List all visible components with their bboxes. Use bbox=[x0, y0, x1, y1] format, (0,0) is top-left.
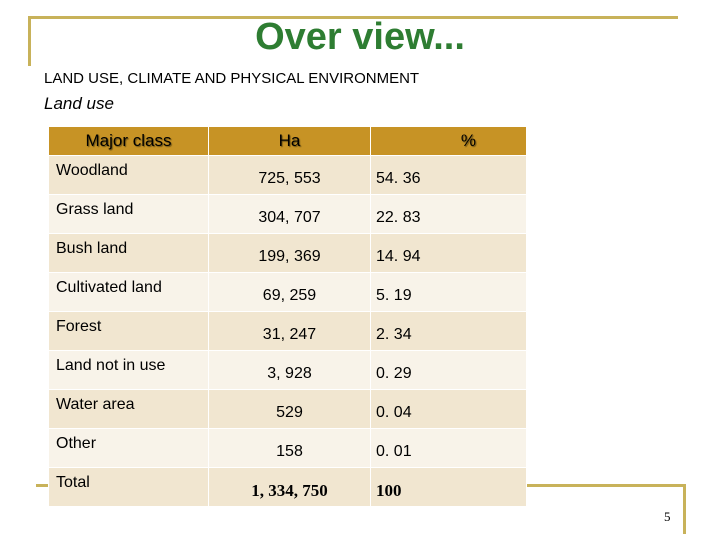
frame-right-line bbox=[683, 484, 686, 534]
cell-major-class: Forest bbox=[48, 311, 209, 351]
cell-major-class: Other bbox=[48, 428, 209, 468]
table-row: Other 158 0. 01 bbox=[48, 428, 527, 468]
cell-major-class: Grass land bbox=[48, 194, 209, 234]
table-row-total: Total 1, 334, 750 100 bbox=[48, 467, 527, 507]
cell-ha: 304, 707 bbox=[208, 194, 371, 234]
header-percent: % bbox=[370, 126, 527, 156]
frame-left-line bbox=[28, 16, 31, 66]
table-header-row: Major class Ha % bbox=[48, 126, 527, 156]
cell-percent: 100 bbox=[370, 467, 527, 507]
cell-ha: 529 bbox=[208, 389, 371, 429]
cell-percent: 2. 34 bbox=[370, 311, 527, 351]
cell-major-class: Land not in use bbox=[48, 350, 209, 390]
cell-ha: 31, 247 bbox=[208, 311, 371, 351]
cell-ha: 199, 369 bbox=[208, 233, 371, 273]
cell-percent: 54. 36 bbox=[370, 155, 527, 195]
header-ha: Ha bbox=[208, 126, 371, 156]
cell-major-class: Woodland bbox=[48, 155, 209, 195]
table-row: Cultivated land 69, 259 5. 19 bbox=[48, 272, 527, 312]
land-use-table: Major class Ha % Woodland 725, 553 54. 3… bbox=[48, 126, 527, 507]
table-row: Water area 529 0. 04 bbox=[48, 389, 527, 429]
cell-major-class: Water area bbox=[48, 389, 209, 429]
table-row: Bush land 199, 369 14. 94 bbox=[48, 233, 527, 273]
cell-ha: 725, 553 bbox=[208, 155, 371, 195]
table-row: Forest 31, 247 2. 34 bbox=[48, 311, 527, 351]
table-row: Woodland 725, 553 54. 36 bbox=[48, 155, 527, 195]
cell-percent: 5. 19 bbox=[370, 272, 527, 312]
cell-major-class: Total bbox=[48, 467, 209, 507]
slide-subtitle: LAND USE, CLIMATE AND PHYSICAL ENVIRONME… bbox=[44, 70, 420, 87]
cell-percent: 0. 01 bbox=[370, 428, 527, 468]
section-heading: Land use bbox=[44, 94, 114, 113]
cell-percent: 0. 29 bbox=[370, 350, 527, 390]
table-row: Land not in use 3, 928 0. 29 bbox=[48, 350, 527, 390]
cell-major-class: Cultivated land bbox=[48, 272, 209, 312]
page-number: 5 bbox=[664, 509, 671, 524]
cell-ha: 158 bbox=[208, 428, 371, 468]
cell-percent: 0. 04 bbox=[370, 389, 527, 429]
cell-percent: 14. 94 bbox=[370, 233, 527, 273]
cell-ha: 1, 334, 750 bbox=[208, 467, 371, 507]
cell-ha: 69, 259 bbox=[208, 272, 371, 312]
cell-percent: 22. 83 bbox=[370, 194, 527, 234]
slide-title: Over view... bbox=[255, 16, 465, 58]
cell-ha: 3, 928 bbox=[208, 350, 371, 390]
table-row: Grass land 304, 707 22. 83 bbox=[48, 194, 527, 234]
header-major-class: Major class bbox=[48, 126, 209, 156]
frame-top-line bbox=[28, 16, 678, 19]
cell-major-class: Bush land bbox=[48, 233, 209, 273]
